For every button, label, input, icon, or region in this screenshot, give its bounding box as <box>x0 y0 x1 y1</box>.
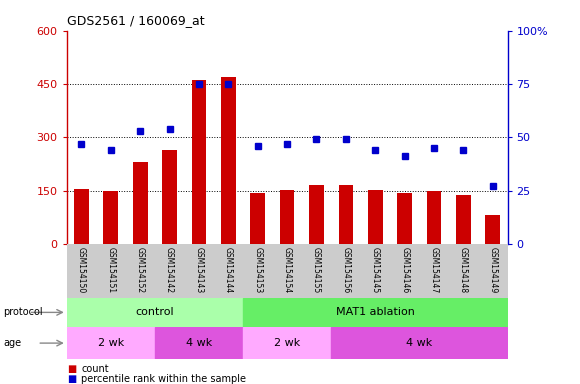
Text: GSM154150: GSM154150 <box>77 247 86 293</box>
Bar <box>103 191 118 244</box>
Text: ■: ■ <box>67 374 76 384</box>
Text: GSM154155: GSM154155 <box>312 247 321 293</box>
Bar <box>74 189 89 244</box>
Text: GSM154156: GSM154156 <box>342 247 350 293</box>
Text: 2 wk: 2 wk <box>274 338 300 348</box>
Text: GSM154147: GSM154147 <box>430 247 438 293</box>
Text: 4 wk: 4 wk <box>186 338 212 348</box>
Text: age: age <box>3 338 21 348</box>
Text: GSM154144: GSM154144 <box>224 247 233 293</box>
Bar <box>280 190 295 244</box>
Bar <box>339 185 353 244</box>
Text: GDS2561 / 160069_at: GDS2561 / 160069_at <box>67 14 204 27</box>
Bar <box>309 185 324 244</box>
Bar <box>427 190 441 244</box>
Text: ■: ■ <box>67 364 76 374</box>
Text: protocol: protocol <box>3 307 42 318</box>
Text: control: control <box>136 307 174 318</box>
Text: 2 wk: 2 wk <box>97 338 124 348</box>
Text: GSM154145: GSM154145 <box>371 247 380 293</box>
Text: GSM154154: GSM154154 <box>282 247 292 293</box>
Bar <box>243 298 508 327</box>
Text: 4 wk: 4 wk <box>406 338 433 348</box>
Text: GSM154149: GSM154149 <box>488 247 497 293</box>
Bar <box>397 194 412 244</box>
Bar <box>155 327 243 359</box>
Text: GSM154152: GSM154152 <box>136 247 144 293</box>
Bar <box>251 193 265 244</box>
Text: percentile rank within the sample: percentile rank within the sample <box>81 374 246 384</box>
Bar <box>368 190 383 244</box>
Bar <box>485 215 500 244</box>
Bar <box>331 327 508 359</box>
Text: GSM154148: GSM154148 <box>459 247 468 293</box>
Bar <box>67 327 155 359</box>
Bar <box>191 81 206 244</box>
Text: count: count <box>81 364 109 374</box>
Text: GSM154143: GSM154143 <box>194 247 204 293</box>
Text: GSM154142: GSM154142 <box>165 247 174 293</box>
Bar <box>67 298 243 327</box>
Bar <box>162 150 177 244</box>
Text: GSM154146: GSM154146 <box>400 247 409 293</box>
Bar <box>221 77 235 244</box>
Bar <box>243 327 331 359</box>
Bar <box>456 195 471 244</box>
Text: GSM154151: GSM154151 <box>106 247 115 293</box>
Bar <box>133 162 147 244</box>
Text: MAT1 ablation: MAT1 ablation <box>336 307 415 318</box>
Text: GSM154153: GSM154153 <box>253 247 262 293</box>
